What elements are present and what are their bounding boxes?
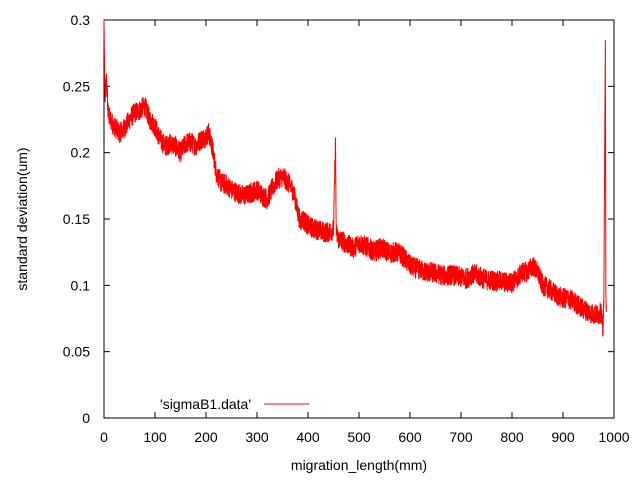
x-tick-label: 800 — [500, 429, 524, 445]
series-line — [104, 20, 606, 336]
y-axis: 0 0.05 0.1 0.15 0.2 0.25 0.3 — [63, 12, 614, 426]
y-tick-label: 0.2 — [71, 145, 91, 161]
x-tick-label: 300 — [245, 429, 269, 445]
x-tick-label: 400 — [296, 429, 320, 445]
x-tick-label: 1000 — [598, 429, 629, 445]
x-tick-label: 500 — [347, 429, 371, 445]
legend-label: 'sigmaB1.data' — [160, 396, 251, 412]
x-tick-label: 0 — [100, 429, 108, 445]
x-tick-label: 600 — [398, 429, 422, 445]
y-tick-label: 0.15 — [63, 211, 90, 227]
x-tick-label: 100 — [143, 429, 167, 445]
plot-frame — [104, 20, 614, 418]
x-axis: 0 100 200 300 400 500 600 700 800 900 1000 — [100, 20, 630, 445]
x-tick-label: 700 — [449, 429, 473, 445]
y-tick-label: 0.25 — [63, 78, 90, 94]
y-tick-label: 0.05 — [63, 344, 90, 360]
legend: 'sigmaB1.data' — [160, 396, 309, 412]
x-tick-label: 900 — [551, 429, 575, 445]
x-tick-label: 200 — [194, 429, 218, 445]
y-tick-label: 0 — [82, 410, 90, 426]
y-tick-label: 0.1 — [71, 277, 91, 293]
y-tick-label: 0.3 — [71, 12, 91, 28]
series-layer — [104, 20, 606, 336]
x-axis-title: migration_length(mm) — [291, 457, 427, 473]
y-axis-title: standard deviation(um) — [14, 147, 30, 290]
